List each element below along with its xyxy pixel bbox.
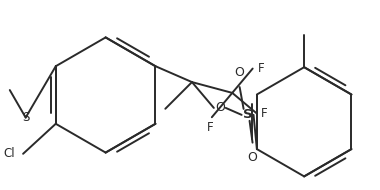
Text: Cl: Cl (3, 147, 15, 160)
Text: O: O (235, 66, 245, 79)
Text: O: O (215, 101, 225, 114)
Text: S: S (22, 111, 29, 124)
Text: F: F (261, 107, 267, 120)
Text: S: S (243, 108, 252, 121)
Text: F: F (258, 62, 264, 75)
Text: F: F (207, 121, 213, 134)
Text: O: O (248, 151, 258, 164)
